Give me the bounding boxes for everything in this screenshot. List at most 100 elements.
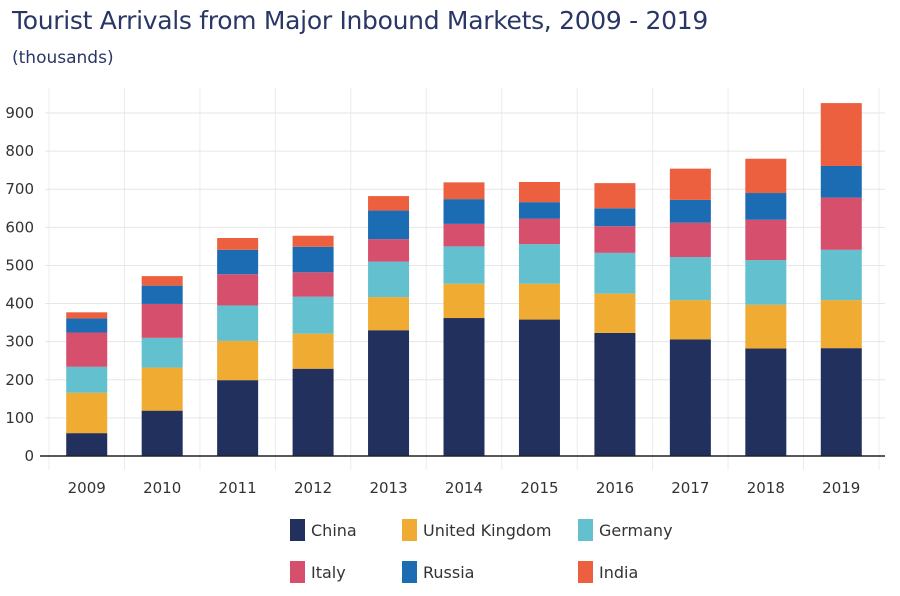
bar-segment-italy — [820, 197, 862, 250]
x-tick-label: 2010 — [143, 479, 181, 497]
bar-segment-russia — [518, 202, 560, 219]
bar-segment-italy — [292, 272, 334, 297]
bar-segment-india — [66, 312, 108, 319]
bar-segment-china — [745, 348, 787, 456]
x-tick-label: 2017 — [671, 479, 709, 497]
chart-subtitle: (thousands) — [12, 48, 114, 68]
x-tick-label: 2011 — [219, 479, 257, 497]
bar-segment-united-kingdom — [292, 333, 334, 369]
x-tick-label: 2013 — [369, 479, 407, 497]
legend-label: India — [599, 562, 639, 582]
legend-swatch — [402, 561, 417, 583]
bar-segment-india — [443, 182, 485, 200]
bar-segment-united-kingdom — [594, 293, 636, 333]
legend-item-germany: Germany — [578, 518, 710, 542]
bar-segment-united-kingdom — [745, 304, 787, 349]
bar-segment-united-kingdom — [141, 367, 183, 411]
x-tick-label: 2014 — [445, 479, 483, 497]
bar-segment-russia — [820, 165, 862, 198]
bar-segment-india — [745, 158, 787, 194]
y-tick-label: 100 — [5, 409, 34, 427]
bar-segment-united-kingdom — [820, 300, 862, 349]
x-tick-label: 2019 — [822, 479, 860, 497]
bar-segment-italy — [66, 332, 108, 367]
bar-segment-united-kingdom — [518, 283, 560, 320]
bar-segment-india — [594, 183, 636, 209]
bar-segment-germany — [443, 246, 485, 284]
x-tick-label: 2009 — [68, 479, 106, 497]
bar-segment-china — [594, 332, 636, 456]
chart-legend: China United Kingdom Germany Italy Russia Ind… — [290, 518, 710, 584]
legend-item-russia: Russia — [402, 560, 578, 584]
legend-swatch — [578, 519, 593, 541]
bar-segment-china — [292, 368, 334, 456]
bar-segment-china — [518, 319, 560, 456]
bar-segment-india — [669, 168, 711, 200]
bar-segment-china — [820, 348, 862, 456]
bar-segment-china — [368, 330, 410, 456]
bar-segment-russia — [443, 199, 485, 224]
bar-segment-italy — [594, 226, 636, 253]
y-tick-label: 0 — [24, 447, 34, 465]
bar-segment-germany — [518, 244, 560, 284]
bar-segment-russia — [745, 193, 787, 220]
y-tick-label: 200 — [5, 371, 34, 389]
bar-segment-germany — [594, 252, 636, 294]
bar-segment-russia — [669, 199, 711, 223]
legend-label: Italy — [311, 562, 346, 582]
bar-segment-india — [820, 103, 862, 166]
bar-segment-china — [141, 410, 183, 456]
x-tick-label: 2015 — [520, 479, 558, 497]
x-tick-label: 2012 — [294, 479, 332, 497]
bar-segment-china — [66, 433, 108, 456]
legend-swatch — [578, 561, 593, 583]
bar-segment-germany — [820, 249, 862, 301]
legend-item-united-kingdom: United Kingdom — [402, 518, 578, 542]
x-tick-label: 2018 — [747, 479, 785, 497]
bar-segment-germany — [292, 296, 334, 334]
y-tick-label: 800 — [5, 142, 34, 160]
bar-segment-italy — [141, 303, 183, 338]
y-tick-label: 700 — [5, 180, 34, 198]
bar-segment-russia — [594, 208, 636, 227]
bar-segment-china — [669, 339, 711, 456]
bar-segment-united-kingdom — [443, 283, 485, 319]
bar-segment-china — [217, 380, 259, 456]
bar-segment-united-kingdom — [217, 340, 259, 381]
y-tick-label: 400 — [5, 295, 34, 313]
bar-segment-russia — [292, 246, 334, 273]
legend-label: Russia — [423, 562, 475, 582]
y-tick-label: 600 — [5, 218, 34, 236]
bar-segment-russia — [368, 210, 410, 240]
legend-swatch — [290, 561, 305, 583]
y-tick-label: 500 — [5, 256, 34, 274]
bar-segment-italy — [669, 222, 711, 258]
legend-label: United Kingdom — [423, 520, 552, 540]
bar-segment-italy — [217, 274, 259, 306]
y-tick-label: 300 — [5, 333, 34, 351]
bar-segment-germany — [217, 305, 259, 341]
legend-item-italy: Italy — [290, 560, 402, 584]
x-tick-label: 2016 — [596, 479, 634, 497]
bar-segment-india — [518, 181, 560, 203]
bar-segment-russia — [66, 318, 108, 333]
bar-segment-italy — [518, 218, 560, 245]
bar-segment-united-kingdom — [669, 300, 711, 340]
y-tick-label: 900 — [5, 104, 34, 122]
bar-segment-germany — [368, 261, 410, 298]
bar-segment-china — [443, 318, 485, 456]
legend-label: China — [311, 520, 357, 540]
bar-segment-india — [217, 238, 259, 250]
bar-segment-india — [292, 235, 334, 247]
bar-segment-italy — [368, 239, 410, 262]
bar-segment-italy — [745, 219, 787, 261]
bar-segment-germany — [669, 257, 711, 301]
bar-segment-india — [141, 276, 183, 286]
legend-label: Germany — [599, 520, 673, 540]
chart-title: Tourist Arrivals from Major Inbound Mark… — [12, 6, 708, 35]
bar-segment-russia — [217, 249, 259, 275]
bar-segment-united-kingdom — [368, 297, 410, 331]
legend-swatch — [402, 519, 417, 541]
legend-item-india: India — [578, 560, 710, 584]
